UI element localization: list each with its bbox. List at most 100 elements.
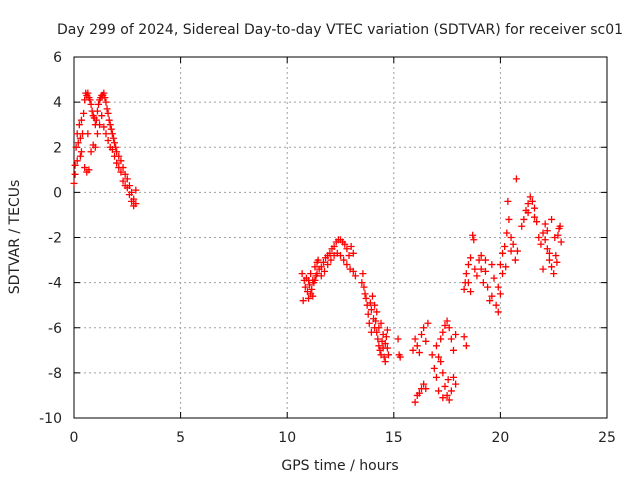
data-point <box>101 94 109 102</box>
data-point <box>447 387 455 395</box>
data-point <box>481 256 489 264</box>
data-point <box>321 267 329 275</box>
data-point <box>298 270 306 278</box>
data-point <box>550 270 558 278</box>
data-point <box>513 247 521 255</box>
data-point <box>452 331 460 339</box>
y-tick-label: -8 <box>48 366 62 382</box>
data-point <box>443 391 451 399</box>
data-point <box>499 270 507 278</box>
data-point <box>125 191 133 199</box>
data-point <box>111 139 119 147</box>
data-point <box>358 279 366 287</box>
data-point <box>113 148 121 156</box>
data-point <box>543 245 551 253</box>
data-point <box>524 209 532 217</box>
data-point <box>488 261 496 269</box>
data-point <box>496 290 504 298</box>
x-tick-label: 15 <box>385 430 403 446</box>
data-point <box>91 143 99 151</box>
data-point <box>309 276 317 284</box>
data-point <box>471 265 479 273</box>
data-point <box>309 292 317 300</box>
data-point <box>379 331 387 339</box>
data-point <box>361 290 369 298</box>
data-point <box>313 258 321 266</box>
data-point <box>545 256 553 264</box>
data-point <box>439 369 447 377</box>
data-point <box>418 331 426 339</box>
y-tick-label: -2 <box>48 231 62 247</box>
data-point <box>113 159 121 167</box>
data-point <box>71 161 79 169</box>
data-point <box>305 294 313 302</box>
data-point <box>117 168 125 176</box>
data-point <box>106 121 114 129</box>
data-point <box>545 249 553 257</box>
data-point <box>123 184 131 192</box>
data-point <box>317 263 325 271</box>
data-point <box>77 148 85 156</box>
data-point <box>432 342 440 350</box>
data-point <box>479 279 487 287</box>
data-point <box>452 380 460 388</box>
data-point <box>553 258 561 266</box>
data-point <box>349 249 357 257</box>
data-point <box>307 270 315 278</box>
x-tick-label: 10 <box>278 430 296 446</box>
data-point <box>111 152 119 160</box>
data-point <box>464 261 472 269</box>
data-point <box>351 272 359 280</box>
data-point <box>71 170 79 178</box>
data-point <box>109 134 117 142</box>
y-tick-label: -4 <box>48 276 62 292</box>
y-tick-label: 0 <box>53 185 62 201</box>
data-point <box>422 337 430 345</box>
data-point <box>462 342 470 350</box>
data-point <box>496 261 504 269</box>
data-point <box>80 109 88 117</box>
data-point <box>437 335 445 343</box>
data-point <box>533 218 541 226</box>
data-point <box>555 224 563 232</box>
data-point <box>422 385 430 393</box>
data-point <box>86 96 94 104</box>
data-point <box>93 107 101 115</box>
data-point <box>372 317 380 325</box>
data-point <box>445 396 453 404</box>
data-point <box>308 285 316 293</box>
data-point <box>102 98 110 106</box>
data-point <box>394 335 402 343</box>
data-point <box>511 256 519 264</box>
data-point <box>411 335 419 343</box>
data-point <box>411 398 419 406</box>
data-point <box>367 328 375 336</box>
data-point <box>551 234 559 241</box>
data-point <box>552 252 560 260</box>
data-point <box>377 319 385 327</box>
data-point <box>520 215 528 223</box>
data-point <box>420 324 428 332</box>
data-point <box>100 123 108 131</box>
data-point <box>507 234 515 241</box>
data-point <box>501 243 509 251</box>
data-point <box>383 326 391 334</box>
data-point <box>330 243 338 251</box>
data-point <box>449 373 457 381</box>
chart-title: Day 299 of 2024, Sidereal Day-to-day VTE… <box>57 22 623 38</box>
data-point <box>362 294 370 302</box>
data-point <box>128 197 136 205</box>
data-points <box>70 89 565 406</box>
data-point <box>319 258 327 266</box>
data-point <box>395 351 403 359</box>
x-tick-label: 20 <box>491 430 509 446</box>
data-point <box>432 373 440 381</box>
data-point <box>437 358 445 366</box>
data-point <box>102 130 110 138</box>
data-point <box>123 175 131 183</box>
data-point <box>490 274 498 282</box>
grid-lines <box>74 57 607 418</box>
data-point <box>548 263 556 271</box>
